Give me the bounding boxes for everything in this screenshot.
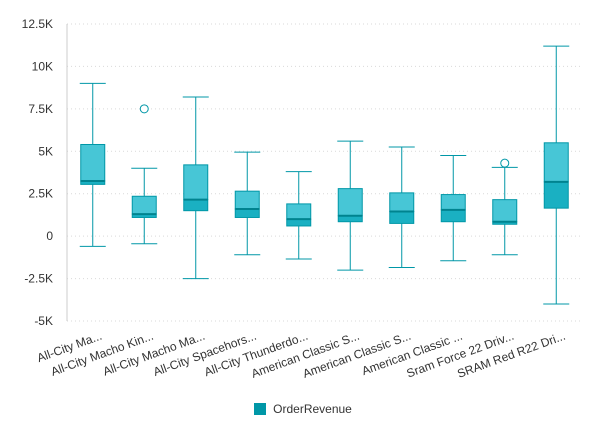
- box-lower: [543, 181, 569, 209]
- box-upper: [492, 199, 518, 223]
- box-upper: [286, 203, 312, 220]
- box-lower: [440, 209, 466, 223]
- outlier-point: [139, 104, 149, 114]
- y-tick-label: 12.5K: [22, 17, 53, 31]
- box-lower: [234, 208, 260, 218]
- y-tick-label: 5K: [38, 144, 53, 158]
- box-upper: [337, 188, 363, 217]
- box-lower: [389, 211, 415, 224]
- box-lower: [183, 199, 209, 212]
- y-tick-label: -2.5K: [24, 272, 53, 286]
- box-upper: [131, 195, 157, 215]
- legend-label: OrderRevenue: [273, 402, 352, 416]
- y-tick-label: -5K: [34, 314, 53, 328]
- box-upper: [234, 190, 260, 210]
- legend-swatch: [254, 403, 267, 415]
- outlier-point: [500, 158, 510, 168]
- box-upper: [183, 164, 209, 201]
- box-upper: [543, 142, 569, 183]
- y-tick-label: 7.5K: [28, 102, 53, 116]
- legend[interactable]: OrderRevenue: [0, 402, 606, 416]
- box-upper: [440, 194, 466, 211]
- box-lower: [286, 218, 312, 227]
- box-upper: [80, 143, 106, 182]
- y-tick-label: 0: [46, 229, 53, 243]
- y-tick-label: 2.5K: [28, 187, 53, 201]
- y-tick-label: 10K: [32, 59, 53, 73]
- box-upper: [389, 192, 415, 213]
